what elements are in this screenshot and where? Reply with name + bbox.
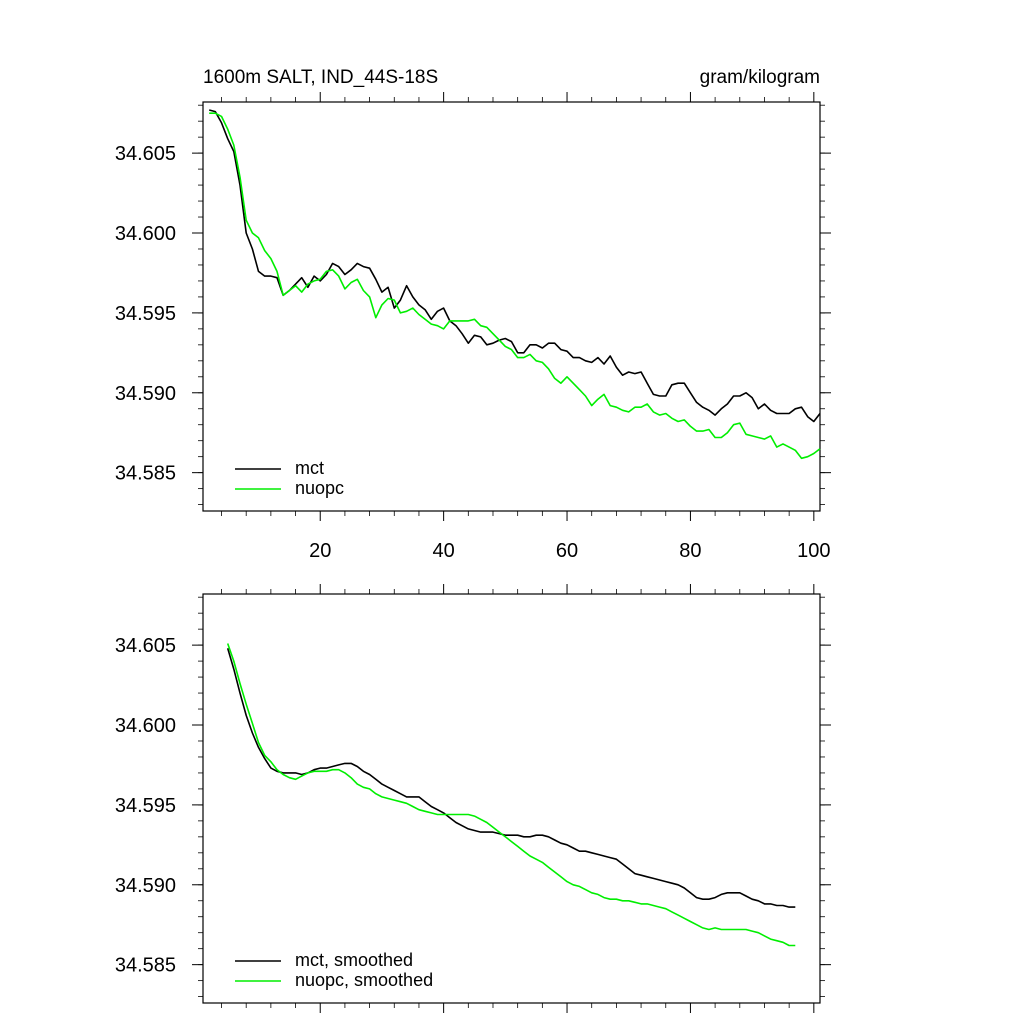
y-tick-label: 34.600 [115,223,176,245]
legend-label: mct, smoothed [295,950,413,970]
legend-label: nuopc, smoothed [295,970,433,990]
x-tick-label: 40 [433,540,455,562]
x-tick-label: 80 [679,540,701,562]
y-tick-label: 34.585 [115,463,176,485]
x-tick-label: 100 [797,540,830,562]
plot-frame [202,593,821,1004]
panel-raw: 34.605 34.600 34.595 34.590 34.585 20 40 60 80 10… [115,92,831,562]
plot-frame [202,101,821,512]
chart-title: 1600m SALT, IND_44S-18S [203,67,438,88]
y-tick-label: 34.595 [115,303,176,325]
series-line-mct-smoothed [226,648,796,908]
y-tick-label: 34.585 [115,955,176,977]
y-tick-label: 34.595 [115,795,176,817]
x-tick-label: 60 [556,540,578,562]
y-tick-label: 34.605 [115,635,176,657]
series-line-nuopc-smoothed [226,643,796,947]
series-line-mct [208,109,821,423]
panel-smoothed: 34.605 34.600 34.595 34.590 34.585 mct, smoot… [115,584,831,1013]
x-tick-label: 20 [309,540,331,562]
legend-label: mct [295,458,324,478]
y-tick-label: 34.590 [115,383,176,405]
series-line-nuopc [209,112,821,460]
units-label: gram/kilogram [700,67,820,88]
y-tick-label: 34.600 [115,715,176,737]
y-tick-label: 34.590 [115,875,176,897]
y-tick-label: 34.605 [115,143,176,165]
legend-label: nuopc [295,478,344,498]
